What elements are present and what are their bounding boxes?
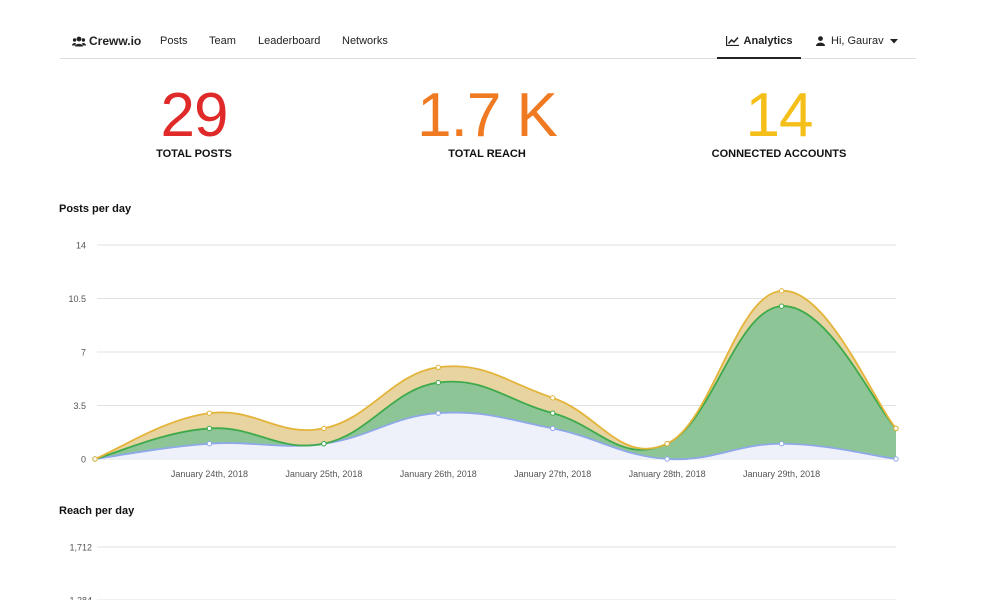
- y-tick-label: 1,284: [69, 596, 92, 600]
- stat-label: CONNECTED ACCOUNTS: [711, 148, 847, 160]
- top-nav: Creww.io Posts Team Leaderboard Networks…: [60, 24, 916, 59]
- data-point: [893, 425, 899, 432]
- posts-chart-title: Posts per day: [59, 203, 132, 215]
- data-point: [778, 303, 785, 309]
- data-point: [550, 395, 556, 401]
- data-point: [321, 425, 327, 432]
- reach-chart: 1,712 1,284: [69, 543, 896, 600]
- data-point: [206, 441, 213, 447]
- stat-connected-accounts: 14 CONNECTED ACCOUNTS: [649, 81, 909, 161]
- user-menu[interactable]: Hi, Gaurav: [816, 35, 898, 47]
- stat-value: 14: [745, 81, 814, 150]
- nav-link-leaderboard[interactable]: Leaderboard: [258, 35, 321, 47]
- y-tick-label: 0: [81, 455, 86, 465]
- stat-value: 1.7 K: [417, 81, 558, 150]
- brand-name: Creww.io: [89, 34, 142, 48]
- y-tick-label: 7: [81, 348, 86, 358]
- series-line: [94, 411, 897, 461]
- data-point: [435, 379, 441, 386]
- series-area: [95, 306, 896, 459]
- analytics-label: Analytics: [743, 34, 793, 47]
- stat-total-reach: 1.7 K TOTAL REACH: [357, 81, 617, 161]
- data-point: [435, 364, 441, 370]
- data-point: [92, 456, 98, 462]
- x-tick-label: January 28th, 2018: [629, 469, 706, 479]
- data-point: [435, 410, 441, 416]
- x-tick-label: January 27th, 2018: [514, 469, 591, 479]
- user-icon: [816, 36, 825, 46]
- stat-total-posts: 29 TOTAL POSTS: [64, 81, 324, 161]
- series-area: [95, 412, 896, 460]
- line-chart-icon: [725, 35, 739, 46]
- stat-label: TOTAL POSTS: [156, 148, 232, 160]
- data-point: [321, 441, 327, 447]
- stat-label: TOTAL REACH: [448, 148, 526, 160]
- users-icon: [72, 36, 86, 47]
- nav-link-team[interactable]: Team: [209, 35, 236, 47]
- data-point: [206, 425, 213, 432]
- data-point: [550, 425, 556, 432]
- data-point: [664, 441, 670, 447]
- data-point: [778, 288, 785, 294]
- y-tick-label: 14: [76, 241, 86, 251]
- reach-chart-title: Reach per day: [59, 505, 135, 517]
- data-point: [778, 441, 785, 447]
- data-point: [550, 410, 556, 416]
- y-tick-label: 3.5: [73, 401, 86, 411]
- brand[interactable]: Creww.io: [72, 34, 141, 48]
- nav-analytics[interactable]: Analytics: [717, 24, 801, 59]
- data-point: [206, 410, 213, 416]
- x-tick-label: January 29th, 2018: [743, 469, 820, 479]
- data-point: [893, 456, 899, 462]
- y-tick-label: 10.5: [68, 294, 86, 304]
- user-label: Hi, Gaurav: [831, 35, 884, 47]
- nav-link-networks[interactable]: Networks: [342, 35, 388, 47]
- nav-link-posts[interactable]: Posts: [160, 35, 188, 47]
- x-tick-label: January 26th, 2018: [400, 469, 477, 479]
- caret-down-icon: [889, 38, 898, 44]
- data-point: [664, 456, 670, 462]
- y-tick-label: 1,712: [69, 543, 92, 553]
- stat-value: 29: [160, 81, 229, 150]
- x-tick-label: January 24th, 2018: [171, 469, 248, 479]
- x-tick-label: January 25th, 2018: [285, 469, 362, 479]
- posts-chart: 0 3.5 7 10.5 14 January 24th, 2018 January 25t…: [68, 241, 899, 479]
